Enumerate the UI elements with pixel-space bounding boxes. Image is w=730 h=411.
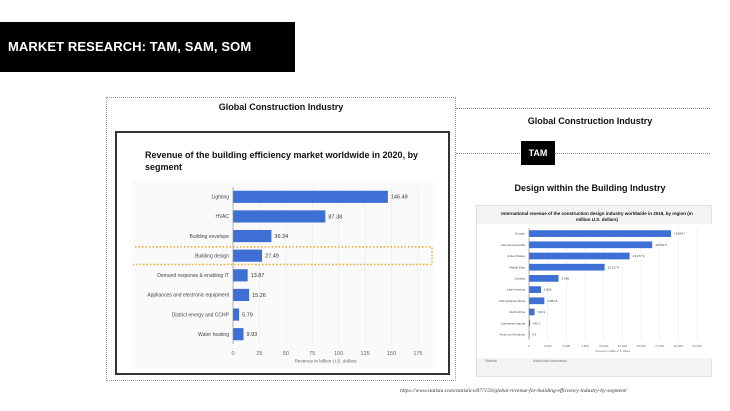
value-label: 19,024.7 [674,232,686,236]
bar [529,230,672,237]
x-tick-label: 10,000 [599,344,609,348]
category-label: Asia and Australia [501,243,525,247]
chart-title: Revenue of the building efficiency marke… [145,150,419,172]
x-tick-label: 22,500 [692,344,702,348]
connector-line-top [456,108,710,109]
design-industry-chart-card: International revenue of the constructio… [476,205,713,377]
design-industry-bar-chart: 0 2,500 5,000 7,500 10,000 12,500 15,000 17,500… [477,224,713,358]
building-efficiency-bar-chart: 0 25 50 75 100 125 150 175 Revenue in billion U.… [133,181,433,369]
bar [233,190,388,203]
tam-badge: TAM [521,141,555,165]
category-label: Building design [195,253,229,259]
bar [233,210,326,223]
bar [233,288,250,302]
bar [233,269,248,282]
bar [529,319,531,327]
x-axis-label: Revenue in billion U.S. dollars [294,359,357,364]
category-label: Middle East [509,265,525,269]
x-tick-label: 15,000 [636,344,646,348]
x-tick-label: 17,500 [655,344,665,348]
bar [529,241,653,249]
x-tick-label: 20,000 [674,344,684,348]
value-label: 146.49 [391,195,408,201]
x-tick-label: 2,500 [544,344,552,348]
value-label: 9.93 [246,332,257,338]
value-label: 142.7 [533,321,541,325]
value-label: 15.26 [252,293,266,299]
x-tick-label: 150 [387,351,396,357]
bar [529,286,541,293]
building-efficiency-chart-card: Revenue of the building efficiency marke… [115,131,450,375]
value-label: 10,127.4 [608,265,620,269]
value-label: 2,051.8 [547,299,557,303]
category-label: Canada [514,276,525,280]
x-tick-label: 5,000 [563,344,571,348]
connector-line-middle [456,153,710,154]
bar [233,308,240,321]
highlight-building-design [133,246,433,266]
design-heading: Design within the Building Industry [514,183,666,193]
x-tick-label: 175 [413,351,422,357]
value-label: 27.49 [265,254,279,260]
category-label: District energy and CCHP [172,312,230,318]
x-axis-label: Revenue in million U.S. dollars [596,349,631,353]
source-citation[interactable]: https://www.statista.com/statistics/8771… [400,388,627,394]
right-heading: Global Construction Industry [527,116,653,126]
value-label: 13.87 [251,273,265,279]
category-label: Sub-Saharan Africa [499,299,525,303]
category-label: Water heating [198,332,229,338]
value-label: 87.38 [328,214,342,220]
bar [529,308,535,316]
mini-footer-source: Statista [485,359,497,363]
category-label: North Africa [509,310,525,314]
value-label: 9.3 [532,332,537,336]
bar [233,249,263,262]
x-tick-label: 12,500 [618,344,628,348]
value-label: 36.34 [274,234,288,240]
x-tick-label: 7,500 [581,344,589,348]
left-panel: Global Construction Industry [106,97,456,381]
category-label: Appliances and electronic equipment [147,293,229,299]
x-tick-label: 0 [231,351,234,357]
category-label: Building envelope [190,234,230,240]
value-label: 1,606 [544,288,552,292]
value-label: 13,477.9 [633,254,645,258]
category-label: HVAC [215,214,229,220]
slide-title: MARKET RESEARCH: TAM, SAM, SOM [0,22,295,72]
category-label: Caribbean Islands [501,321,526,325]
category-label: Arctic and Antarctic [499,332,525,336]
category-label: Europe [515,232,525,236]
category-label: Demand response & enabling IT [157,273,229,279]
x-tick-label: 50 [283,351,289,357]
x-tick-label: 75 [309,351,315,357]
value-label: 5.79 [242,312,253,318]
value-label: 16,502.5 [655,243,667,247]
category-label: Latin America [507,288,526,292]
mini-chart-title: International revenue of the constructio… [501,211,693,222]
bar [233,229,272,243]
x-tick-label: 100 [334,351,343,357]
bar [233,328,244,341]
value-label: 3,956 [562,276,570,280]
bar [529,252,630,260]
category-label: Lighting [211,195,229,201]
mini-footer-info: Additional Information [533,359,567,363]
category-label: United States [507,254,526,258]
bar [529,275,559,282]
x-tick-label: 25 [256,351,262,357]
x-tick-label: 125 [361,351,370,357]
left-panel-heading: Global Construction Industry [218,102,344,112]
value-label: 741.9 [538,310,546,314]
x-tick-label: 0 [528,344,530,348]
bar [529,297,545,305]
bar [529,263,605,271]
